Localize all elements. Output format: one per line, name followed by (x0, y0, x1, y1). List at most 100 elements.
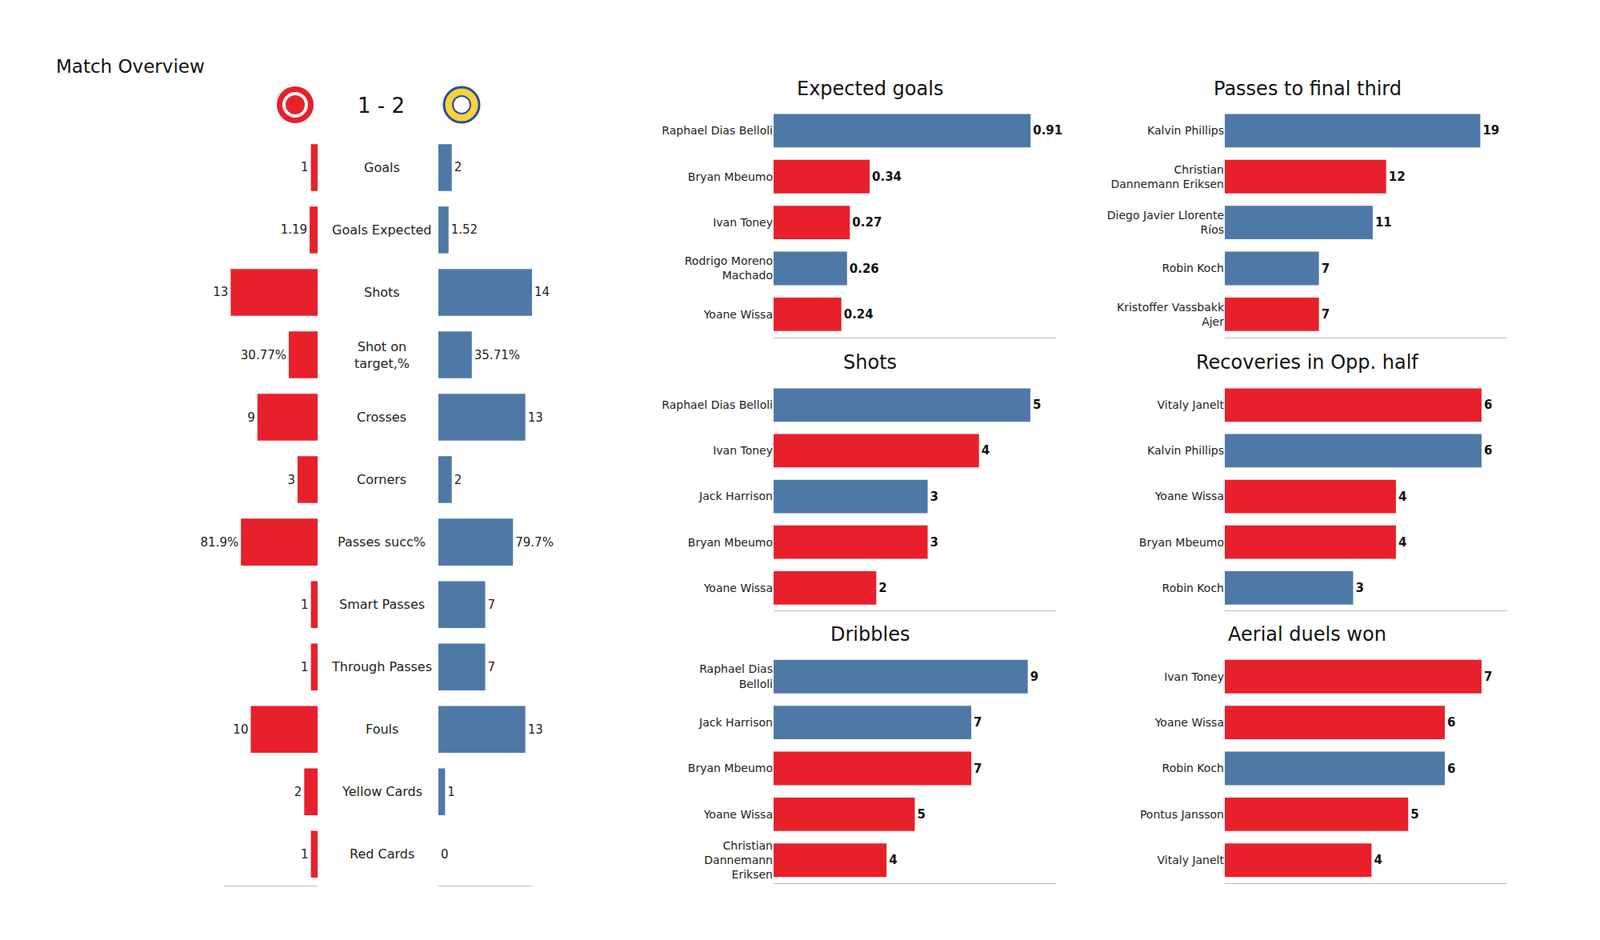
svg-text:5: 5 (1410, 807, 1419, 822)
svg-text:4: 4 (981, 443, 990, 458)
svg-text:Bryan Mbeumo: Bryan Mbeumo (688, 761, 773, 775)
svg-text:Aerial duels won: Aerial duels won (1228, 623, 1387, 646)
svg-text:13: 13 (528, 722, 544, 737)
svg-text:Vitaly Janelt: Vitaly Janelt (1157, 853, 1225, 867)
svg-text:7: 7 (1321, 307, 1330, 322)
svg-text:6: 6 (1484, 443, 1492, 458)
svg-text:3: 3 (287, 472, 296, 488)
svg-text:Recoveries in Opp. half: Recoveries in Opp. half (1196, 351, 1419, 374)
svg-text:13: 13 (212, 284, 228, 300)
svg-text:2: 2 (454, 472, 463, 488)
svg-text:0.26: 0.26 (849, 261, 880, 276)
svg-text:2: 2 (878, 580, 887, 596)
svg-text:7: 7 (973, 715, 982, 730)
svg-text:Vitaly Janelt: Vitaly Janelt (1157, 398, 1225, 412)
svg-text:Yoane Wissa: Yoane Wissa (703, 308, 773, 321)
svg-text:Raphael Dias Belloli: Raphael Dias Belloli (661, 398, 773, 412)
svg-text:81.9%: 81.9% (200, 535, 240, 550)
svg-text:12: 12 (1388, 169, 1406, 184)
svg-text:14: 14 (534, 284, 550, 300)
svg-text:30.77%: 30.77% (240, 348, 287, 363)
svg-text:2: 2 (294, 784, 303, 800)
svg-text:Ivan Toney: Ivan Toney (712, 444, 773, 457)
svg-text:Expected goals: Expected goals (796, 77, 944, 100)
svg-text:4: 4 (1398, 489, 1407, 504)
svg-text:2: 2 (454, 160, 463, 175)
svg-text:1.19: 1.19 (280, 222, 308, 237)
svg-text:Jack Harrison: Jack Harrison (698, 489, 773, 503)
svg-text:0: 0 (440, 847, 449, 862)
svg-text:Kalvin Phillips: Kalvin Phillips (1147, 444, 1224, 457)
svg-text:Bryan Mbeumo: Bryan Mbeumo (688, 536, 773, 549)
svg-text:ChristianDannemann Eriksen: ChristianDannemann Eriksen (1110, 163, 1224, 191)
svg-text:10: 10 (232, 722, 248, 737)
svg-text:1: 1 (300, 597, 309, 612)
svg-text:35.71%: 35.71% (474, 348, 520, 363)
svg-text:6: 6 (1447, 761, 1456, 776)
svg-text:Shots: Shots (843, 351, 897, 374)
svg-text:Rodrigo MorenoMachado: Rodrigo MorenoMachado (684, 254, 773, 282)
svg-text:0.24: 0.24 (844, 307, 874, 322)
svg-text:9: 9 (1030, 669, 1039, 684)
svg-text:0.34: 0.34 (872, 169, 902, 184)
svg-text:9: 9 (247, 410, 256, 425)
svg-text:Yoane Wissa: Yoane Wissa (1154, 716, 1224, 729)
svg-text:Yoane Wissa: Yoane Wissa (703, 581, 773, 595)
svg-text:79.7%: 79.7% (515, 535, 554, 550)
svg-text:Dribbles: Dribbles (830, 623, 910, 646)
svg-text:Smart Passes: Smart Passes (339, 596, 425, 612)
svg-text:Bryan Mbeumo: Bryan Mbeumo (688, 170, 773, 184)
svg-text:1: 1 (300, 847, 309, 862)
svg-text:Diego Javier LlorenteRíos: Diego Javier LlorenteRíos (1107, 208, 1224, 236)
svg-text:0.27: 0.27 (852, 215, 882, 230)
svg-text:Yoane Wissa: Yoane Wissa (703, 808, 773, 821)
svg-text:4: 4 (888, 852, 897, 868)
svg-text:7: 7 (973, 761, 982, 776)
svg-text:3: 3 (930, 489, 939, 504)
svg-text:7: 7 (1321, 261, 1330, 276)
svg-text:7: 7 (488, 597, 496, 612)
svg-text:Corners: Corners (356, 472, 407, 488)
svg-text:13: 13 (528, 410, 544, 425)
svg-text:11: 11 (1375, 215, 1392, 230)
svg-text:5: 5 (1032, 397, 1041, 412)
svg-text:Ivan Toney: Ivan Toney (712, 216, 773, 229)
svg-text:Yoane Wissa: Yoane Wissa (1154, 489, 1224, 503)
svg-text:5: 5 (917, 807, 926, 822)
svg-text:4: 4 (1373, 852, 1382, 868)
svg-text:Through Passes: Through Passes (331, 659, 432, 675)
svg-text:6: 6 (1447, 715, 1456, 730)
svg-text:Red Cards: Red Cards (349, 846, 415, 862)
svg-text:Passes succ%: Passes succ% (337, 534, 426, 550)
svg-text:1: 1 (447, 784, 456, 800)
svg-text:Kalvin Phillips: Kalvin Phillips (1147, 124, 1224, 137)
svg-text:Fouls: Fouls (365, 721, 399, 737)
svg-text:1: 1 (300, 660, 309, 675)
svg-text:ChristianDannemannEriksen: ChristianDannemannEriksen (704, 839, 773, 881)
svg-text:Yellow Cards: Yellow Cards (341, 784, 423, 800)
svg-text:1 - 2: 1 - 2 (357, 93, 405, 118)
svg-text:0.91: 0.91 (1032, 123, 1063, 138)
svg-text:7: 7 (488, 660, 496, 675)
svg-text:Match Overview: Match Overview (56, 56, 205, 77)
svg-text:Robin Koch: Robin Koch (1162, 261, 1224, 275)
svg-text:Shot ontarget,%: Shot ontarget,% (354, 339, 410, 372)
svg-text:4: 4 (1398, 535, 1407, 550)
svg-text:Crosses: Crosses (356, 409, 407, 425)
svg-text:Shots: Shots (364, 284, 400, 300)
svg-text:Jack Harrison: Jack Harrison (698, 716, 773, 729)
svg-text:3: 3 (1355, 580, 1364, 596)
svg-text:Ivan Toney: Ivan Toney (1164, 670, 1224, 684)
svg-text:Robin Koch: Robin Koch (1162, 581, 1224, 595)
svg-text:Pontus Jansson: Pontus Jansson (1140, 808, 1224, 821)
svg-text:Goals: Goals (364, 160, 400, 176)
svg-text:1.52: 1.52 (451, 222, 478, 237)
svg-text:1: 1 (300, 160, 309, 175)
svg-text:19: 19 (1482, 123, 1500, 138)
svg-text:Passes to final third: Passes to final third (1213, 77, 1402, 100)
svg-text:Kristoffer VassbakkAjer: Kristoffer VassbakkAjer (1116, 300, 1225, 328)
svg-text:Bryan Mbeumo: Bryan Mbeumo (1139, 536, 1224, 549)
svg-text:Robin Koch: Robin Koch (1162, 761, 1224, 775)
svg-text:7: 7 (1484, 669, 1492, 684)
svg-text:Goals Expected: Goals Expected (332, 222, 432, 238)
